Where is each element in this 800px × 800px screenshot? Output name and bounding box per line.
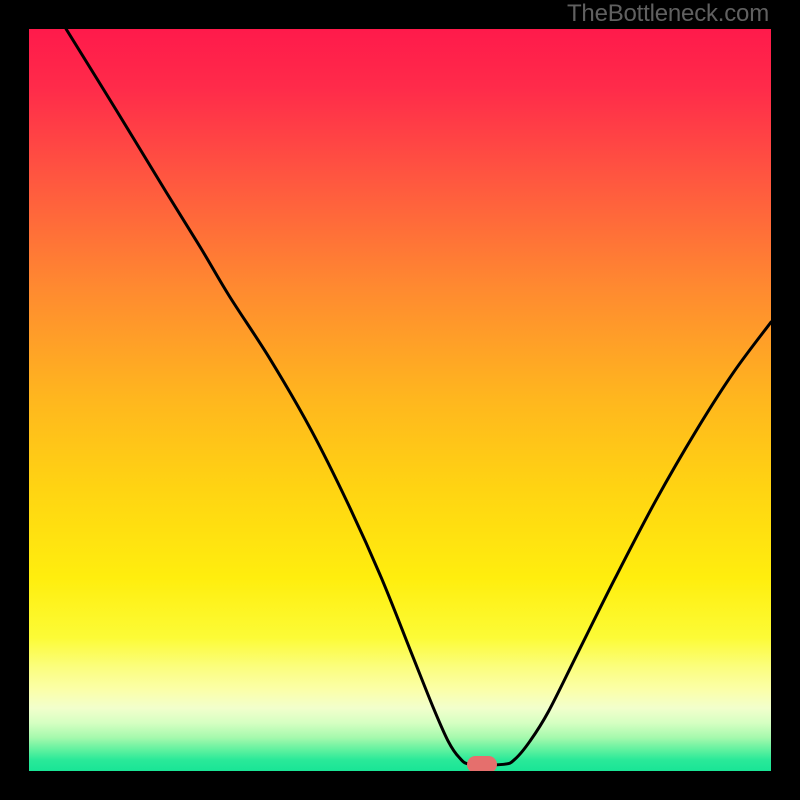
chart-frame bbox=[0, 0, 800, 800]
bottleneck-curve bbox=[29, 29, 771, 771]
minimum-marker bbox=[467, 756, 497, 771]
plot-area bbox=[29, 29, 771, 771]
watermark-text: TheBottleneck.com bbox=[567, 0, 769, 28]
